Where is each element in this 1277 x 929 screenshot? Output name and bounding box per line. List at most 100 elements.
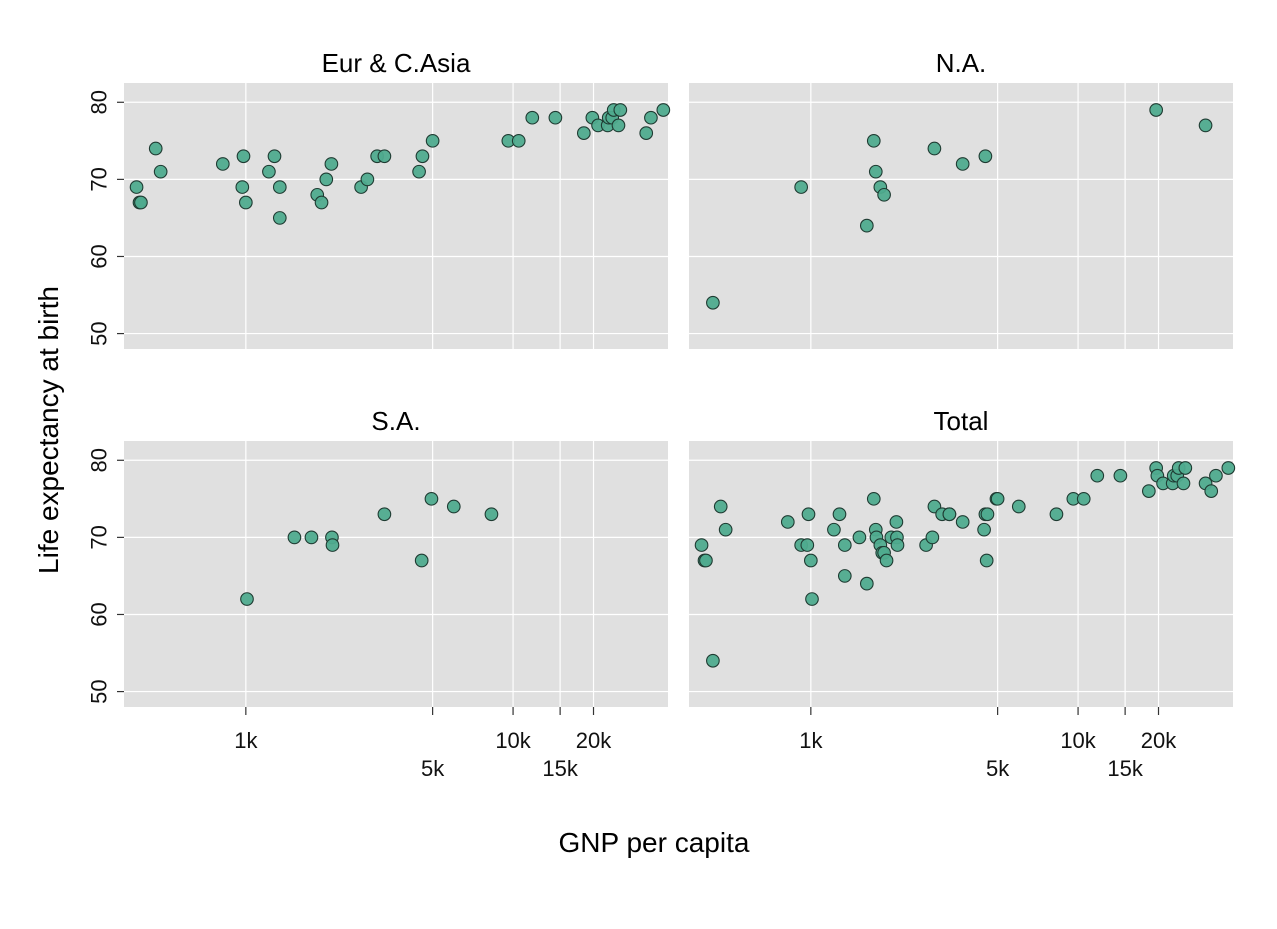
data-point	[800, 538, 815, 552]
data-point	[272, 180, 287, 194]
data-point	[927, 141, 942, 156]
x-tick-label: 5k	[421, 756, 445, 781]
data-point	[446, 499, 461, 514]
data-point	[235, 180, 250, 194]
data-point	[1176, 476, 1191, 491]
panel-0: Eur & C.Asia 50 60 70 80	[87, 48, 671, 349]
data-point	[942, 507, 957, 522]
data-point	[859, 218, 874, 233]
data-point	[801, 507, 816, 522]
data-point	[832, 507, 847, 522]
x-tick-label: 20k	[1141, 728, 1177, 753]
x-tick-label: 1k	[799, 728, 823, 753]
data-point	[866, 491, 881, 506]
data-point	[153, 164, 168, 179]
data-point	[868, 164, 883, 179]
data-point	[325, 538, 340, 552]
y-tick-label: 80	[87, 448, 112, 472]
data-point	[852, 530, 867, 545]
panel-title: Eur & C.Asia	[322, 48, 471, 78]
y-tick-label: 70	[87, 167, 112, 191]
x-tick-label: 15k	[1107, 756, 1143, 781]
data-point	[412, 164, 426, 179]
panel-2: S.A. 50 60 70 80 1k 10k 20k 5k 15k	[87, 406, 668, 781]
data-point	[272, 211, 287, 225]
panel-3: Total 1k 10k 20k 5k 15k	[689, 406, 1236, 781]
data-point	[425, 133, 440, 148]
data-point	[415, 149, 430, 164]
data-point	[977, 522, 991, 537]
data-point	[866, 133, 881, 148]
data-point	[639, 126, 654, 140]
panel-title: S.A.	[371, 406, 420, 436]
data-point	[1209, 468, 1223, 483]
panel-title: N.A.	[936, 48, 987, 78]
data-point	[377, 507, 392, 522]
data-point	[1149, 103, 1164, 117]
data-point	[548, 110, 563, 125]
data-point	[129, 180, 144, 194]
x-tick-label: 1k	[234, 728, 258, 753]
data-point	[980, 507, 995, 522]
data-point	[978, 149, 993, 164]
data-point	[1113, 468, 1128, 483]
data-point	[1090, 468, 1105, 483]
data-point	[644, 110, 658, 125]
data-point	[611, 118, 626, 133]
data-point	[304, 530, 319, 545]
y-tick-label: 50	[87, 679, 112, 703]
data-point	[699, 553, 713, 568]
panel-background	[124, 441, 668, 707]
data-point	[1076, 491, 1091, 506]
panel-title: Total	[934, 406, 989, 436]
panel-1: N.A.	[689, 48, 1233, 349]
panel-background	[689, 83, 1233, 349]
data-point	[780, 515, 795, 529]
data-point	[1204, 484, 1219, 498]
data-point	[859, 576, 874, 591]
y-tick-label: 50	[87, 321, 112, 345]
data-point	[511, 133, 526, 148]
data-point	[713, 499, 728, 514]
data-point	[656, 103, 671, 117]
data-point	[925, 530, 940, 545]
data-point	[718, 522, 733, 537]
data-point	[424, 491, 439, 506]
data-point	[576, 126, 591, 140]
data-point	[889, 515, 904, 529]
data-point	[877, 187, 891, 202]
data-point	[794, 180, 809, 194]
x-tick-label: 20k	[576, 728, 612, 753]
data-point	[890, 538, 905, 552]
data-point	[827, 522, 841, 537]
data-point	[484, 507, 499, 522]
y-tick-label: 80	[87, 90, 112, 114]
data-point	[1198, 118, 1213, 133]
data-point	[805, 592, 819, 606]
data-point	[955, 157, 970, 171]
y-axis-title: Life expectancy at birth	[33, 286, 64, 574]
data-point	[287, 530, 302, 545]
x-tick-label: 10k	[495, 728, 531, 753]
data-point	[414, 553, 429, 568]
data-point	[134, 195, 148, 210]
data-point	[694, 538, 709, 552]
data-point	[238, 195, 253, 210]
data-point	[262, 164, 276, 179]
data-point	[990, 491, 1005, 506]
data-point	[979, 553, 994, 568]
data-point	[314, 195, 329, 210]
data-point	[377, 149, 392, 164]
x-tick-label: 10k	[1060, 728, 1096, 753]
data-point	[319, 172, 334, 187]
panel-background	[689, 441, 1233, 707]
data-point	[837, 569, 852, 583]
data-point	[706, 295, 720, 310]
data-point	[613, 103, 628, 117]
data-point	[360, 172, 375, 187]
data-point	[525, 110, 540, 125]
x-tick-label: 15k	[542, 756, 578, 781]
data-point	[803, 553, 818, 568]
data-point	[955, 515, 970, 529]
